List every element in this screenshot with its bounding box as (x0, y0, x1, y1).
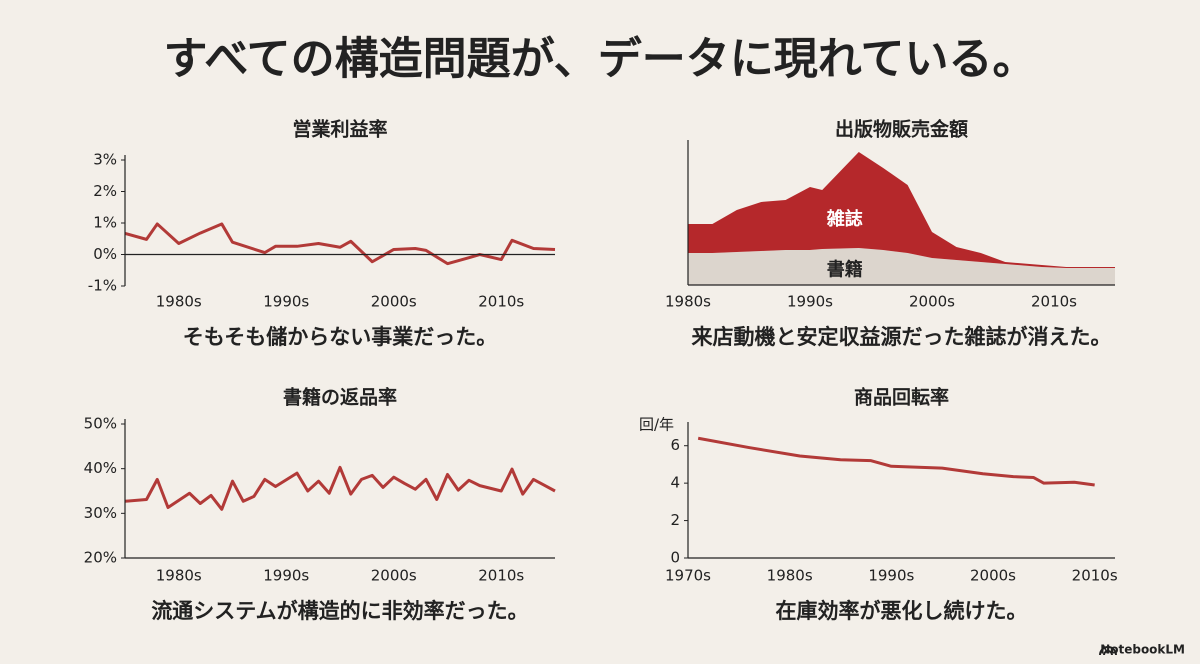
y-tick-label: 2% (93, 182, 117, 200)
x-tick-label: 1990s (263, 293, 309, 311)
data-line (124, 222, 556, 266)
chart-title: 出版物販売金額 (835, 118, 968, 141)
chart-title: 営業利益率 (292, 118, 387, 141)
y-tick-label: 50% (84, 415, 117, 433)
y-tick-label: 40% (84, 459, 117, 477)
x-tick-label: 2010s (478, 567, 524, 585)
chart-caption: 来店動機と安定収益源だった雑誌が消えた。 (692, 325, 1112, 349)
notebooklm-logo (1099, 646, 1117, 656)
area-label: 書籍 (827, 259, 863, 281)
y-tick-label: 6 (670, 436, 680, 454)
y-tick-label: -1% (88, 277, 117, 295)
x-tick-label: 2000s (970, 567, 1016, 585)
data-line (124, 465, 556, 511)
x-tick-label: 2000s (909, 293, 955, 311)
chart-caption: 在庫効率が悪化し続けた。 (776, 599, 1028, 623)
footer: NotebookLM (1100, 643, 1185, 657)
x-tick-label: 1990s (787, 293, 833, 311)
area (688, 152, 1115, 268)
chart-caption: そもそも儲からない事業だった。 (183, 325, 498, 349)
y-tick-label: 30% (84, 504, 117, 522)
x-tick-label: 1990s (868, 567, 914, 585)
y-tick-label: 3% (93, 151, 117, 169)
y-tick-label: 4 (670, 474, 680, 492)
x-tick-label: 2010s (478, 293, 524, 311)
data-line (697, 436, 1095, 487)
chart-title: 書籍の返品率 (283, 386, 397, 409)
area (688, 248, 1115, 285)
y-axis-label: 回/年 (639, 416, 674, 434)
x-tick-label: 2000s (371, 293, 417, 311)
x-tick-label: 2010s (1072, 567, 1118, 585)
y-tick-label: 2 (670, 511, 680, 529)
x-tick-label: 2000s (371, 567, 417, 585)
x-tick-label: 1980s (156, 293, 202, 311)
chart-caption: 流通システムが構造的に非効率だった。 (151, 599, 528, 623)
x-tick-label: 1980s (156, 567, 202, 585)
y-tick-label: 1% (93, 214, 117, 232)
slide-title: すべての構造問題が、データに現れている。 (164, 34, 1037, 85)
area-label: 雑誌 (826, 208, 863, 230)
x-tick-label: 1980s (665, 293, 711, 311)
y-tick-label: 20% (84, 549, 117, 567)
y-tick-label: 0 (670, 549, 680, 567)
y-tick-label: 0% (93, 245, 117, 263)
chart-title: 商品回転率 (854, 386, 949, 409)
x-tick-label: 2010s (1031, 293, 1077, 311)
x-tick-label: 1970s (665, 567, 711, 585)
x-tick-label: 1980s (767, 567, 813, 585)
x-tick-label: 1990s (263, 567, 309, 585)
